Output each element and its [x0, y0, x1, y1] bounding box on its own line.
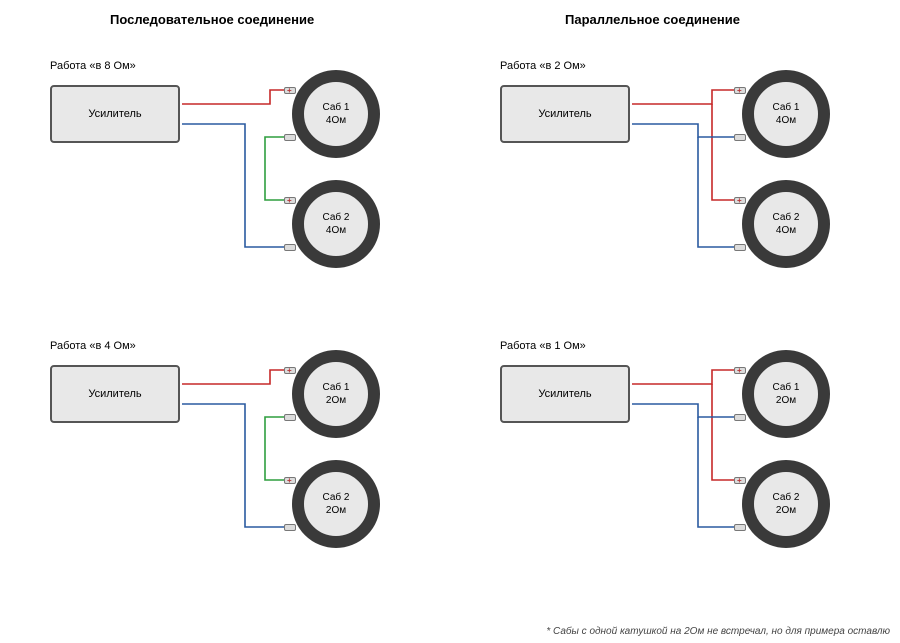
amplifier-box: Усилитель: [500, 365, 630, 423]
sub1-terminal-plus-icon: [734, 87, 746, 94]
sub-1: Саб 1 4Ом: [742, 70, 830, 158]
sub-2: Саб 2 2Ом: [292, 460, 380, 548]
amplifier-box: Усилитель: [50, 365, 180, 423]
sub2-imp: 4Ом: [776, 224, 796, 237]
sub2-name: Саб 2: [323, 211, 350, 224]
quadrant-parallel-1ohm: Работа «в 1 Ом» Усилитель Саб 1 2Ом Саб …: [470, 340, 890, 600]
amplifier-label: Усилитель: [538, 388, 591, 400]
sub2-terminal-plus-icon: [284, 197, 296, 204]
sub2-terminal-plus-icon: [284, 477, 296, 484]
sub2-imp: 2Ом: [326, 504, 346, 517]
amplifier-label: Усилитель: [88, 108, 141, 120]
sub2-terminal-minus-icon: [284, 244, 296, 251]
amplifier-box: Усилитель: [50, 85, 180, 143]
sub-1: Саб 1 2Ом: [742, 350, 830, 438]
sub2-name: Саб 2: [773, 211, 800, 224]
amplifier-label: Усилитель: [538, 108, 591, 120]
sub1-terminal-plus-icon: [284, 367, 296, 374]
sub2-name: Саб 2: [323, 491, 350, 504]
quadrant-parallel-2ohm: Работа «в 2 Ом» Усилитель Саб 1 4Ом Саб …: [470, 60, 890, 320]
sub2-terminal-minus-icon: [734, 244, 746, 251]
sub1-terminal-plus-icon: [734, 367, 746, 374]
title-parallel: Параллельное соединение: [565, 12, 740, 27]
sub2-imp: 4Ом: [326, 224, 346, 237]
sub1-terminal-minus-icon: [734, 414, 746, 421]
sub1-imp: 2Ом: [326, 394, 346, 407]
sub1-terminal-minus-icon: [284, 134, 296, 141]
sub-1: Саб 1 2Ом: [292, 350, 380, 438]
work-label: Работа «в 1 Ом»: [500, 340, 586, 352]
sub1-terminal-minus-icon: [734, 134, 746, 141]
sub2-terminal-minus-icon: [734, 524, 746, 531]
sub1-name: Саб 1: [323, 381, 350, 394]
sub-2: Саб 2 4Ом: [292, 180, 380, 268]
sub2-name: Саб 2: [773, 491, 800, 504]
sub-1: Саб 1 4Ом: [292, 70, 380, 158]
sub1-imp: 4Ом: [326, 114, 346, 127]
sub2-terminal-plus-icon: [734, 197, 746, 204]
sub2-terminal-minus-icon: [284, 524, 296, 531]
sub2-terminal-plus-icon: [734, 477, 746, 484]
title-series: Последовательное соединение: [110, 12, 314, 27]
quadrant-series-8ohm: Работа «в 8 Ом» Усилитель Саб 1 4Ом Саб …: [20, 60, 440, 320]
work-label: Работа «в 2 Ом»: [500, 60, 586, 72]
sub-2: Саб 2 2Ом: [742, 460, 830, 548]
work-label: Работа «в 4 Ом»: [50, 340, 136, 352]
sub-2: Саб 2 4Ом: [742, 180, 830, 268]
sub1-imp: 2Ом: [776, 394, 796, 407]
quadrant-series-4ohm: Работа «в 4 Ом» Усилитель Саб 1 2Ом Саб …: [20, 340, 440, 600]
sub1-name: Саб 1: [773, 381, 800, 394]
sub1-name: Саб 1: [323, 101, 350, 114]
work-label: Работа «в 8 Ом»: [50, 60, 136, 72]
sub2-imp: 2Ом: [776, 504, 796, 517]
sub1-name: Саб 1: [773, 101, 800, 114]
sub1-imp: 4Ом: [776, 114, 796, 127]
amplifier-label: Усилитель: [88, 388, 141, 400]
footnote: * Сабы с одной катушкой на 2Ом не встреч…: [546, 626, 890, 637]
sub1-terminal-minus-icon: [284, 414, 296, 421]
amplifier-box: Усилитель: [500, 85, 630, 143]
sub1-terminal-plus-icon: [284, 87, 296, 94]
